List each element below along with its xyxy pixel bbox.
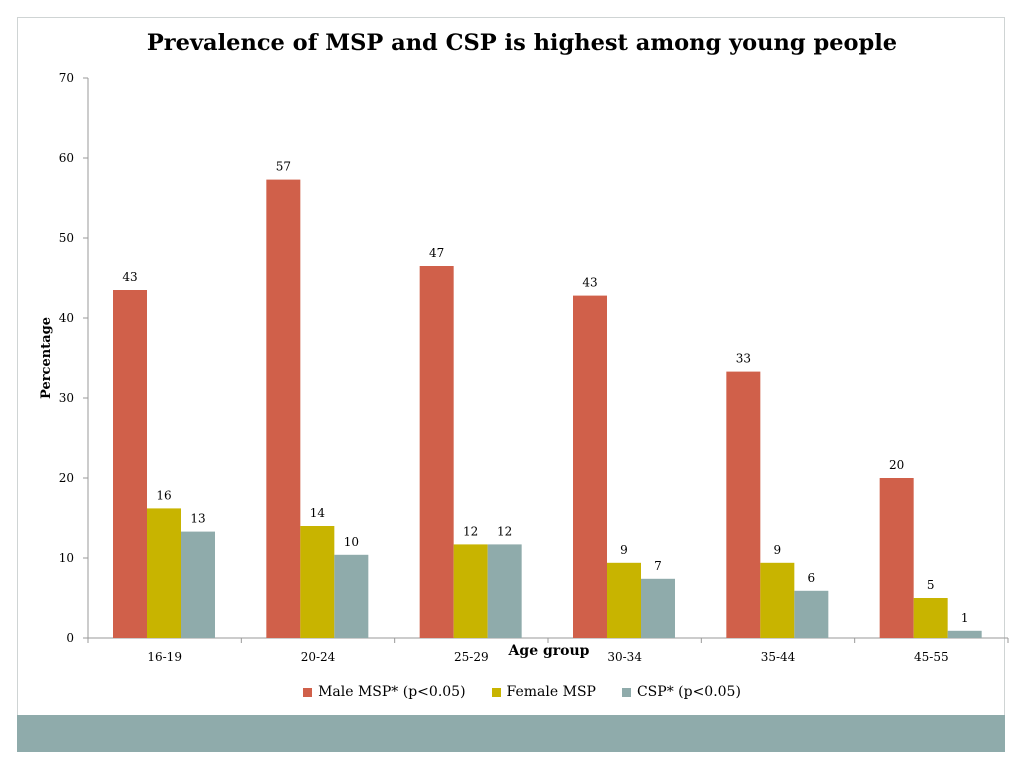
data-label: 6: [808, 571, 816, 585]
legend-item-female-msp: Female MSP: [491, 684, 596, 700]
bar-csp: [334, 554, 369, 638]
bar-csp: [947, 630, 982, 638]
bar-male-msp: [113, 290, 147, 638]
data-label: 10: [344, 535, 359, 549]
data-label: 14: [310, 506, 326, 520]
chart-legend: Male MSP* (p<0.05) Female MSP CSP* (p<0.…: [0, 684, 1024, 700]
y-axis-title: Percentage: [39, 317, 54, 399]
bar-male-msp: [726, 371, 761, 638]
y-tick-label: 0: [66, 631, 74, 645]
data-label: 20: [889, 458, 904, 472]
bar-female-msp: [453, 544, 488, 638]
x-tick-label: 45-55: [914, 650, 949, 664]
bar-male-msp: [879, 478, 914, 638]
data-label: 43: [122, 270, 137, 284]
bar-female-msp: [300, 526, 335, 638]
y-tick-label: 10: [59, 551, 74, 565]
data-label: 5: [927, 578, 935, 592]
data-label: 1: [961, 611, 969, 625]
legend-item-csp: CSP* (p<0.05): [621, 684, 741, 700]
data-label: 57: [276, 160, 291, 174]
bar-csp: [641, 578, 675, 638]
data-label: 9: [774, 543, 782, 557]
data-label: 13: [190, 512, 205, 526]
data-label: 47: [429, 246, 444, 260]
data-label: 7: [654, 559, 662, 573]
legend-swatch-female-msp: [491, 687, 501, 697]
bar-csp: [487, 544, 522, 638]
bar-female-msp: [913, 598, 948, 638]
bar-female-msp: [147, 508, 181, 638]
bar-male-msp: [573, 295, 607, 638]
data-label: 33: [736, 352, 751, 366]
legend-label-male-msp: Male MSP* (p<0.05): [318, 684, 466, 700]
x-tick-label: 16-19: [147, 650, 182, 664]
bar-female-msp: [760, 562, 795, 638]
legend-label-csp: CSP* (p<0.05): [636, 684, 741, 700]
bar-csp: [794, 590, 829, 638]
x-tick-label: 20-24: [301, 650, 336, 664]
footer-band: [17, 715, 1005, 752]
y-tick-label: 50: [59, 231, 74, 245]
bar-csp: [181, 531, 215, 638]
data-label: 12: [497, 524, 512, 538]
chart-title: Prevalence of MSP and CSP is highest amo…: [146, 30, 898, 56]
bar-female-msp: [607, 562, 641, 638]
data-label: 16: [156, 488, 171, 502]
y-tick-label: 20: [59, 471, 74, 485]
x-tick-label: 35-44: [761, 650, 796, 664]
y-tick-label: 70: [59, 71, 74, 85]
bar-male-msp: [266, 179, 301, 638]
y-tick-label: 30: [59, 391, 74, 405]
data-label: 12: [463, 524, 478, 538]
y-tick-label: 60: [59, 151, 74, 165]
legend-item-male-msp: Male MSP* (p<0.05): [303, 684, 466, 700]
data-label: 9: [620, 543, 628, 557]
y-tick-label: 40: [59, 311, 74, 325]
legend-label-female-msp: Female MSP: [506, 684, 596, 700]
x-tick-label: 25-29: [454, 650, 489, 664]
legend-swatch-male-msp: [303, 687, 313, 697]
x-axis-title: Age group: [508, 643, 590, 659]
legend-swatch-csp: [621, 687, 631, 697]
bar-male-msp: [419, 266, 454, 638]
x-tick-label: 30-34: [607, 650, 642, 664]
data-label: 43: [582, 276, 597, 290]
